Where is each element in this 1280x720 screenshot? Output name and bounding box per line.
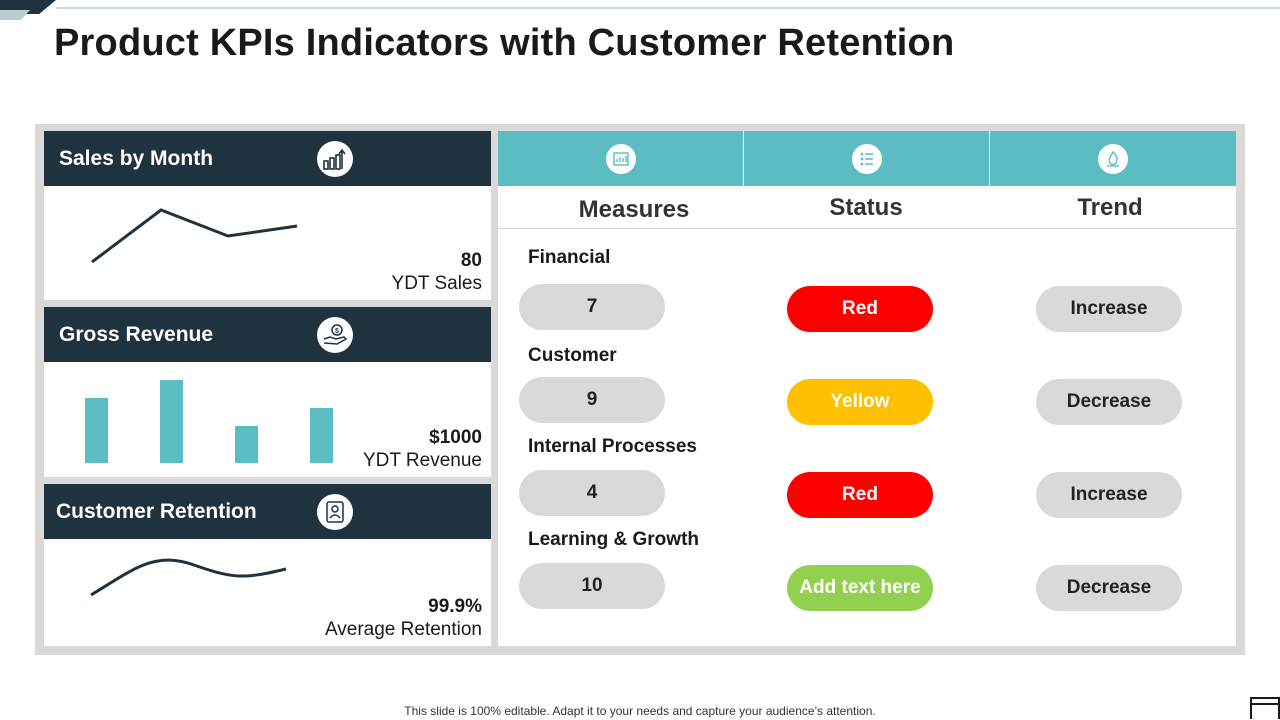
sales-panel-body: 80 YDT Sales (44, 186, 491, 300)
revenue-caption: YDT Revenue (363, 450, 482, 471)
row-category-customer: Customer (528, 345, 617, 366)
report-icon (605, 143, 636, 174)
revenue-bar-3 (235, 426, 258, 463)
status-pill: Red (787, 472, 933, 518)
footer-note: This slide is 100% editable. Adapt it to… (404, 704, 876, 718)
status-pill[interactable]: Add text here (787, 565, 933, 611)
sales-caption: YDT Sales (391, 273, 482, 294)
retention-caption: Average Retention (324, 619, 482, 640)
revenue-bar-chart (85, 380, 333, 463)
status-pill: Yellow (787, 379, 933, 425)
measures-column-title: Measures (578, 196, 690, 223)
trend-pill: Decrease (1036, 379, 1182, 425)
bar-chart-icon (317, 141, 353, 177)
top-accent-shape-light (0, 10, 30, 20)
measures-header-cell (498, 131, 743, 186)
trend-header-cell (990, 131, 1236, 186)
trend-pill: Decrease (1036, 565, 1182, 611)
trend-pill: Increase (1036, 286, 1182, 332)
trend-pill: Increase (1036, 472, 1182, 518)
retention-panel-title: Customer Retention (56, 500, 257, 523)
measure-value-pill: 10 (519, 563, 665, 609)
trend-flame-icon (1098, 143, 1128, 174)
measure-value-pill: 7 (519, 284, 665, 330)
measure-value-pill: 9 (519, 377, 665, 423)
money-hand-icon: $ (317, 317, 353, 353)
status-column-title: Status (829, 194, 903, 221)
sales-panel-header: Sales by Month (44, 131, 491, 186)
status-header-cell (744, 131, 989, 186)
svg-text:$: $ (335, 328, 339, 335)
list-icon (851, 143, 882, 174)
row-category-financial: Financial (528, 247, 611, 268)
retention-panel: Customer Retention 99.9% Average Retenti… (44, 484, 491, 646)
retention-panel-body: 99.9% Average Retention (44, 539, 491, 646)
revenue-panel-title: Gross Revenue (59, 323, 214, 346)
trend-column-title: Trend (1077, 194, 1143, 221)
revenue-panel: Gross Revenue $ $1000 YDT Revenue (44, 307, 491, 477)
page-title: Product KPIs Indicators with Customer Re… (54, 22, 955, 64)
retention-panel-header: Customer Retention (44, 484, 491, 539)
row-category-learning-growth: Learning & Growth (528, 529, 699, 550)
kpi-table: Measures Status Trend Financial 7 Red In… (498, 131, 1236, 646)
measure-value-pill: 4 (519, 470, 665, 516)
revenue-panel-body: $1000 YDT Revenue (44, 362, 491, 477)
revenue-bar-2 (160, 380, 183, 463)
revenue-panel-header: Gross Revenue $ (44, 307, 491, 362)
sales-panel-title: Sales by Month (59, 147, 214, 170)
retention-line-chart (90, 558, 287, 597)
status-pill: Red (787, 286, 933, 332)
sales-line-chart (91, 208, 298, 264)
top-divider-line (56, 7, 1280, 9)
header-divider (498, 228, 1236, 229)
row-category-internal-processes: Internal Processes (528, 436, 697, 457)
revenue-bar-4 (310, 408, 333, 463)
revenue-bar-1 (85, 398, 108, 463)
revenue-value: $1000 (429, 427, 482, 448)
slide-box-icon (1250, 697, 1280, 719)
retention-value: 99.9% (428, 596, 482, 617)
sales-value: 80 (460, 250, 482, 271)
customer-icon (317, 494, 353, 530)
sales-panel: Sales by Month 80 YDT Sales (44, 131, 491, 300)
